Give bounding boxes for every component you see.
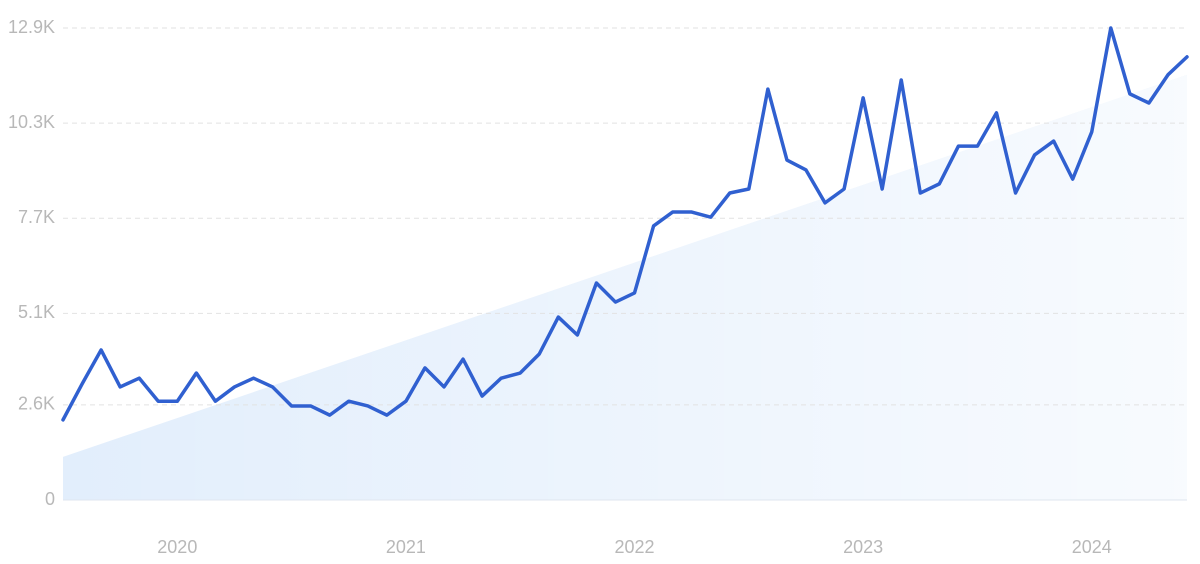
x-tick-label: 2023: [843, 537, 883, 557]
y-tick-label: 5.1K: [18, 302, 55, 322]
y-tick-label: 2.6K: [18, 394, 55, 414]
x-tick-label: 2021: [386, 537, 426, 557]
y-tick-label: 7.7K: [18, 207, 55, 227]
x-tick-label: 2022: [615, 537, 655, 557]
x-tick-label: 2020: [157, 537, 197, 557]
y-tick-label: 12.9K: [8, 17, 55, 37]
y-tick-label: 0: [45, 489, 55, 509]
trend-fade: [63, 74, 1187, 500]
y-tick-label: 10.3K: [8, 112, 55, 132]
x-tick-label: 2024: [1072, 537, 1112, 557]
line: [61, 26, 1189, 422]
